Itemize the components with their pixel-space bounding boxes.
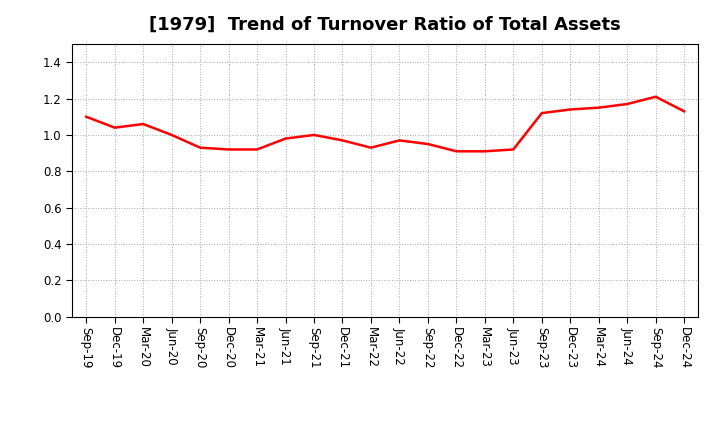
Title: [1979]  Trend of Turnover Ratio of Total Assets: [1979] Trend of Turnover Ratio of Total … bbox=[149, 16, 621, 34]
